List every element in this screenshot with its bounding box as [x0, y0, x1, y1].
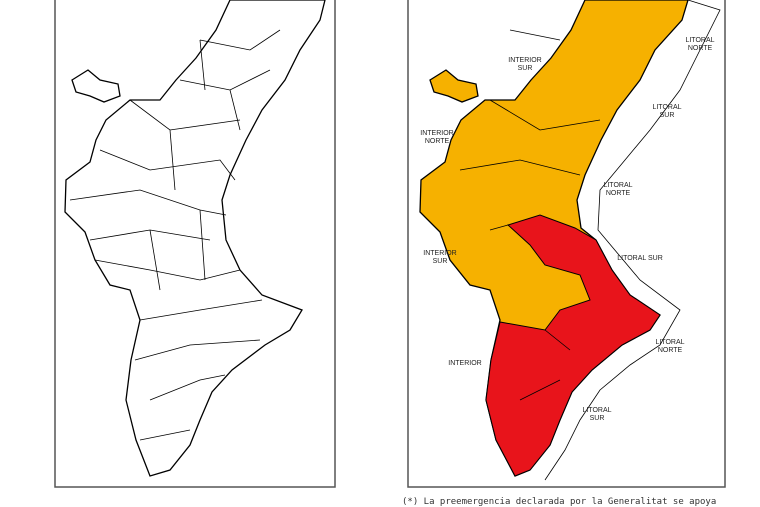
region-labels: INTERIORSURLITORALNORTELITORALSURINTERIO…: [420, 37, 714, 422]
region-label: INTERIOR: [508, 57, 541, 64]
region-label: INTERIOR: [420, 130, 453, 137]
region-label: INTERIOR: [448, 360, 481, 367]
right-map: [407, 0, 726, 488]
region-label: LITORAL: [685, 37, 714, 44]
region-label: LITORAL: [582, 407, 611, 414]
region-label: NORTE: [425, 138, 450, 145]
region-label: LITORAL: [655, 339, 684, 346]
region-label: SUR: [433, 258, 448, 265]
footnote: (*) La preemergencia declarada por la Ge…: [402, 497, 716, 507]
region-label: NORTE: [658, 347, 683, 354]
region-label: LITORAL SUR: [617, 255, 663, 262]
region-label: NORTE: [606, 190, 631, 197]
region-label: NORTE: [688, 45, 713, 52]
region-label: LITORAL: [603, 182, 632, 189]
left-map: [54, 0, 336, 488]
region-label: LITORAL: [652, 104, 681, 111]
region-label: SUR: [660, 112, 675, 119]
region-label: SUR: [590, 415, 605, 422]
region-label: SUR: [518, 65, 533, 72]
region-label: INTERIOR: [423, 250, 456, 257]
